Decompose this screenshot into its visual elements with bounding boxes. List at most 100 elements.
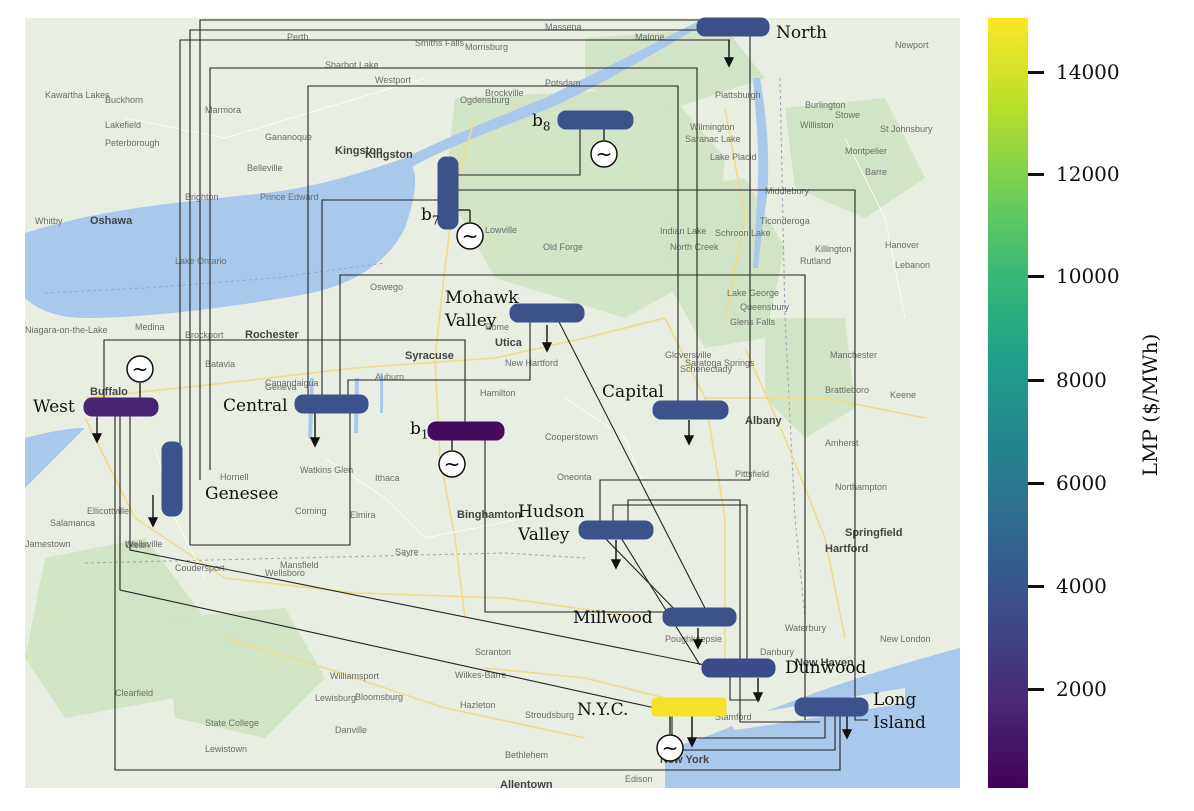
place-label: Lake Placid [710,152,757,162]
place-label: Sayre [395,547,419,557]
place-label: Corning [295,506,327,516]
bus-bar-nyc[interactable] [651,697,727,717]
bus-bar-mohawk-valley[interactable] [509,303,585,323]
colorbar-tick [1028,173,1044,176]
place-label: Brockport [185,330,224,340]
place-label: Hamilton [480,388,516,398]
place-label: Albany [745,415,783,427]
place-label: Niagara-on-the-Lake [25,325,108,335]
place-label: Queensbury [740,302,790,312]
bus-bar-millwood[interactable] [662,607,737,627]
bus-bar-b8[interactable] [557,110,634,130]
place-label: New Hartford [505,358,558,368]
place-label: Hazleton [460,700,496,710]
bus-bar-capital[interactable] [652,400,729,420]
colorbar-tick [1028,585,1044,588]
place-label: Williston [800,120,834,130]
bus-bar-north[interactable] [696,17,770,37]
place-label: Belleville [247,163,283,173]
place-label: Pittsfield [735,469,769,479]
place-label: Kawartha Lakes [45,90,110,100]
svg-text:~: ~ [132,357,149,381]
place-label: Waterbury [785,623,827,633]
bus-label-mohawk-line1: Mohawk [445,288,519,308]
place-label: Danbury [760,647,795,657]
place-label: Montpelier [845,146,887,156]
place-label: Newport [895,40,929,50]
place-label: Peterborough [105,138,160,148]
place-label: Lewistown [205,744,247,754]
bus-label-north: North [776,23,828,43]
place-label: New London [880,634,931,644]
place-label: Glens Falls [730,317,776,327]
place-label: Wilkes-Barre [455,670,507,680]
colorbar-tick [1028,688,1044,691]
place-label: Bethlehem [505,750,548,760]
place-label: St Johnsbury [880,124,933,134]
place-label: Ithaca [375,473,400,483]
place-label: Springfield [845,527,902,539]
colorbar-tick-label: 10000 [1056,264,1120,288]
place-label: Syracuse [405,350,454,362]
bus-label-b8: b8 [532,111,551,134]
place-label: Elmira [350,510,376,520]
colorbar-tick [1028,71,1044,74]
place-label: Poughkeepsie [665,634,722,644]
place-label: Oshawa [90,215,133,227]
bus-bar-dunwood[interactable] [701,658,776,678]
place-label: Cooperstown [545,432,598,442]
place-label: Auburn [375,372,404,382]
place-label: Kingston [365,149,413,161]
colorbar-tick-label: 14000 [1056,60,1120,84]
place-label: Wellsboro [265,568,305,578]
place-label: Stowe [835,110,860,120]
bus-bar-long-island[interactable] [794,697,869,717]
place-label: Coudersport [175,563,225,573]
place-label: Schroon Lake [715,228,771,238]
place-label: Salamanca [50,518,95,528]
place-label: Malone [635,32,665,42]
svg-text:~: ~ [662,736,679,760]
bus-bar-b7[interactable] [437,156,459,230]
bus-label-capital: Capital [602,382,664,402]
bus-label-hudson-line2: Valley [518,525,570,545]
place-label: Hornell [220,472,249,482]
place-label: Indian Lake [660,226,707,236]
bus-label-long-island-line1: Long [873,690,917,710]
bus-bar-b1[interactable] [427,421,505,441]
bus-bar-central[interactable] [294,394,369,414]
place-label: Olean [125,540,149,550]
place-label: Stroudsburg [525,710,574,720]
place-label: Ogdensburg [460,95,510,105]
place-label: Lakefield [105,120,141,130]
place-label: Utica [495,337,523,349]
bus-bar-genesee[interactable] [161,441,183,517]
place-label: Manchester [830,350,877,360]
place-label: Bloomsburg [355,692,403,702]
bus-bars [83,17,869,717]
place-label: North Creek [670,242,719,252]
lake-label: Lake Ontario [175,256,227,266]
place-label: Burlington [805,100,846,110]
bus-label-b1: b1 [410,419,429,442]
place-label: Northampton [835,482,887,492]
place-label: Kingston [335,145,383,157]
place-label: Binghamton [457,509,521,521]
generators: ~ ~ ~ ~ ~ [126,125,684,762]
place-label: Lebanon [895,260,930,270]
bus-bar-hudson-valley[interactable] [578,520,654,540]
load-arrows [91,40,853,748]
place-label: New Haven [795,657,854,669]
place-label: Hartford [825,543,868,555]
place-label: Edison [625,774,653,784]
place-label: Brattleboro [825,385,869,395]
place-label: Massena [545,22,582,32]
place-label: Plattsburgh [715,90,761,100]
colorbar-tick [1028,482,1044,485]
svg-text:~: ~ [444,452,461,476]
bus-bar-west[interactable] [83,397,159,417]
place-label: Mansfield [280,560,319,570]
place-label: Rome [485,322,509,332]
place-label: Lewisburg [315,693,356,703]
